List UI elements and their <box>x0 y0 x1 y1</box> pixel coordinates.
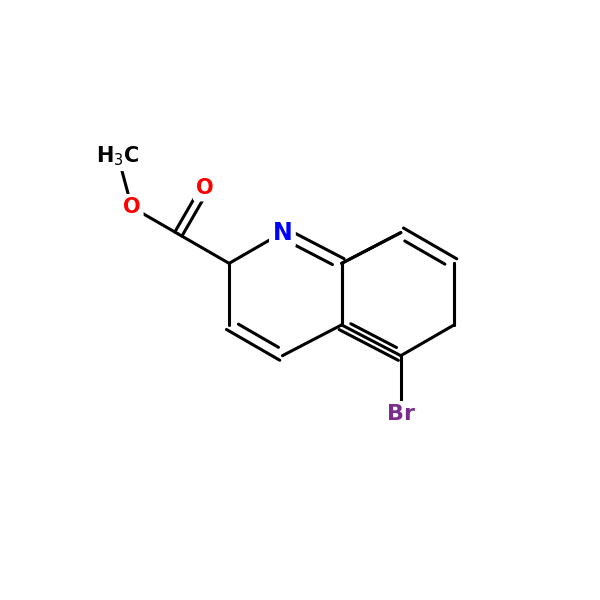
Text: N: N <box>272 221 292 245</box>
Text: H$_3$C: H$_3$C <box>96 145 140 168</box>
Text: O: O <box>196 178 214 199</box>
Text: O: O <box>123 197 140 217</box>
Text: Br: Br <box>387 404 415 424</box>
